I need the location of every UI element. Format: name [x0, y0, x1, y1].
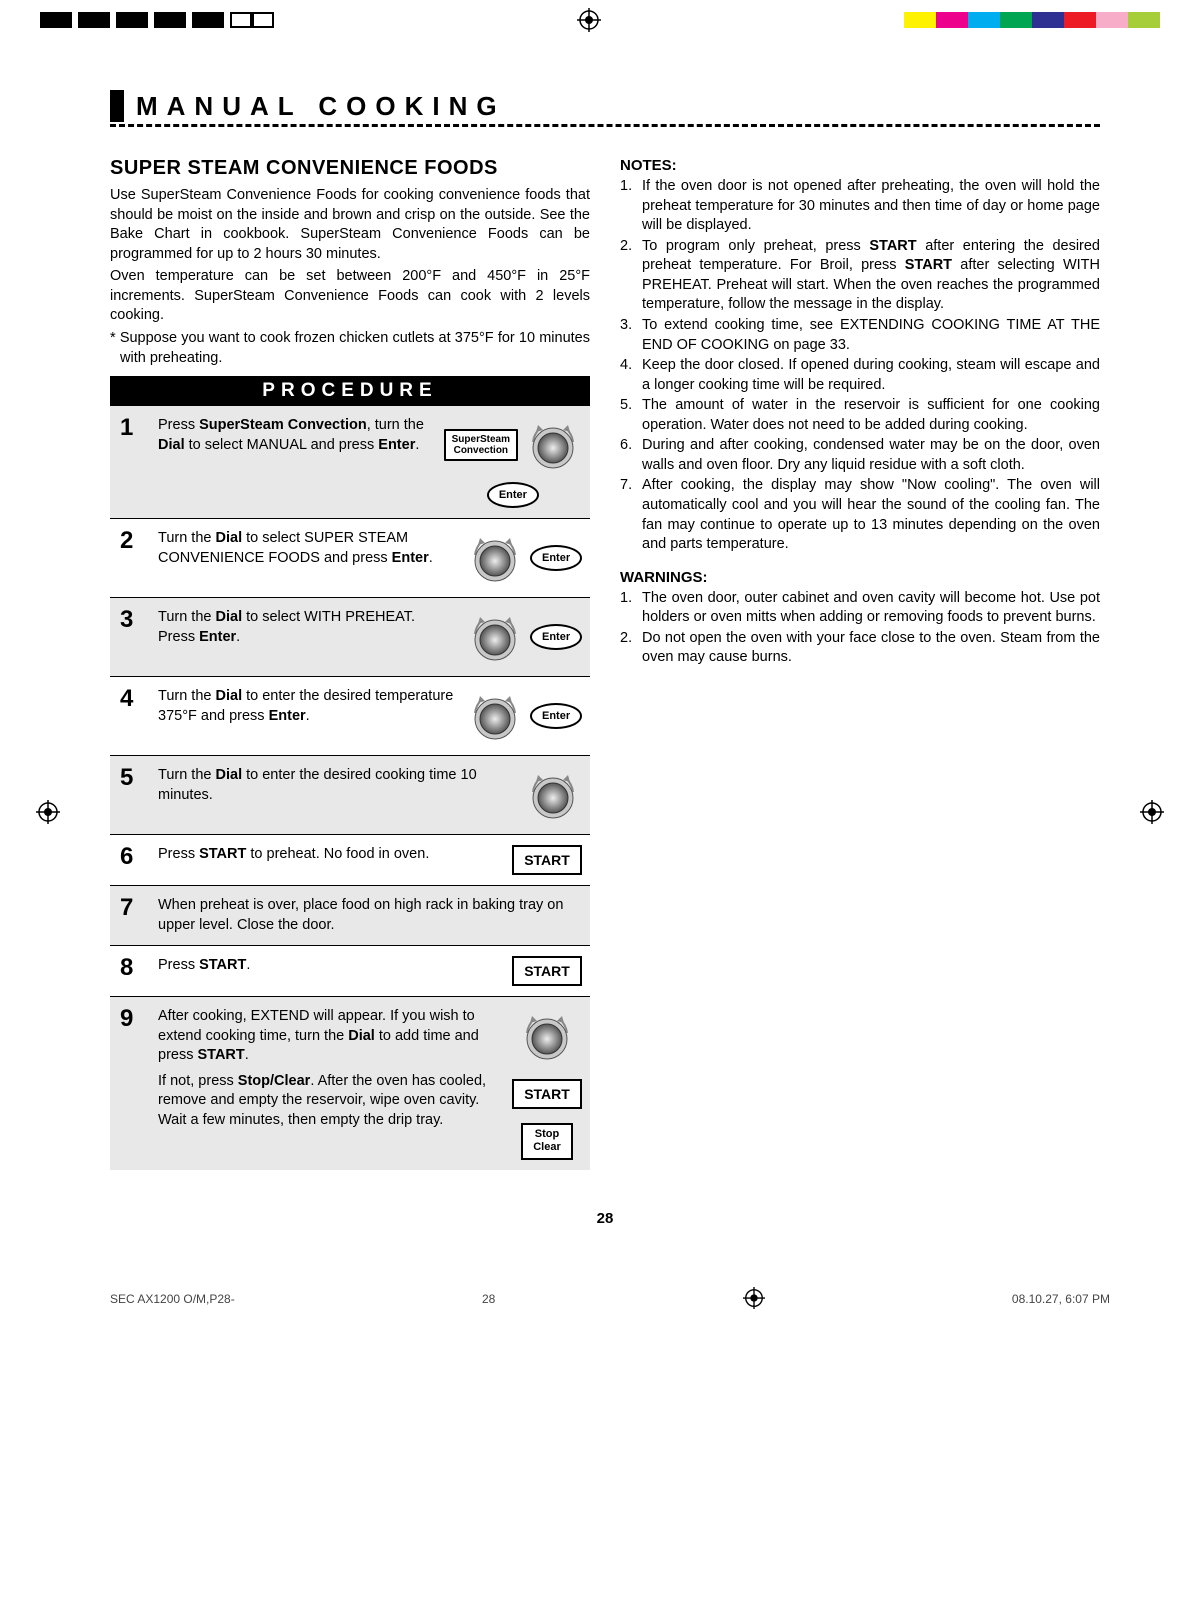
- registration-mark-icon: [577, 8, 601, 32]
- step-number: 4: [120, 687, 148, 711]
- timestamp: 08.10.27, 6:07 PM: [1012, 1292, 1110, 1306]
- start-button-icon: START: [512, 1079, 582, 1109]
- step-text: When preheat is over, place food on high…: [158, 896, 582, 935]
- step-number: 2: [120, 529, 148, 553]
- procedure-step: 1 Press SuperSteam Convection, turn the …: [110, 406, 590, 519]
- dial-icon: [524, 766, 582, 824]
- intro-paragraph-1: Use SuperSteam Convenience Foods for coo…: [110, 186, 590, 264]
- start-button-icon: START: [512, 956, 582, 986]
- start-button-icon: START: [512, 845, 582, 875]
- section-title: MANUAL COOKING: [136, 91, 506, 122]
- note-item: Keep the door closed. If opened during c…: [620, 356, 1100, 395]
- dial-icon: [524, 416, 582, 474]
- doc-id: SEC AX1200 O/M,P28-: [110, 1292, 235, 1306]
- right-blocks: [904, 12, 1160, 28]
- warnings-heading: WARNINGS:: [620, 569, 1100, 586]
- step-text: Press START.: [158, 956, 502, 976]
- procedure-step: 9 After cooking, EXTEND will appear. If …: [110, 997, 590, 1169]
- warning-item: Do not open the oven with your face clos…: [620, 629, 1100, 668]
- procedure-step: 7 When preheat is over, place food on hi…: [110, 886, 590, 946]
- procedure-step: 8 Press START. START: [110, 946, 590, 997]
- step-text: After cooking, EXTEND will appear. If yo…: [158, 1007, 502, 1130]
- step-text: Press SuperSteam Convection, turn the Di…: [158, 416, 434, 455]
- procedure-step: 5 Turn the Dial to enter the desired coo…: [110, 756, 590, 835]
- procedure-step: 2 Turn the Dial to select SUPER STEAM CO…: [110, 519, 590, 598]
- procedure-step: 6 Press START to preheat. No food in ove…: [110, 835, 590, 886]
- section-tab-icon: [110, 90, 124, 122]
- notes-heading: NOTES:: [620, 157, 1100, 174]
- procedure-step: 3 Turn the Dial to select WITH PREHEAT. …: [110, 598, 590, 677]
- intro-paragraph-2: Oven temperature can be set between 200°…: [110, 267, 590, 326]
- registration-mark-bottom-icon: [743, 1287, 765, 1312]
- procedure-step: 4 Turn the Dial to enter the desired tem…: [110, 677, 590, 756]
- subsection-title: SUPER STEAM CONVENIENCE FOODS: [110, 157, 590, 180]
- registration-mark-left-icon: [36, 800, 60, 827]
- step-text: Turn the Dial to enter the desired tempe…: [158, 687, 456, 726]
- step-number: 1: [120, 416, 148, 440]
- note-item: The amount of water in the reservoir is …: [620, 396, 1100, 435]
- note-item: After cooking, the display may show "Now…: [620, 476, 1100, 554]
- dial-icon: [466, 608, 524, 666]
- warnings-list: The oven door, outer cabinet and oven ca…: [620, 589, 1100, 668]
- stop-clear-button-icon: Stop Clear: [521, 1123, 573, 1159]
- enter-button-icon: Enter: [530, 624, 582, 650]
- warning-item: The oven door, outer cabinet and oven ca…: [620, 589, 1100, 628]
- dial-icon: [466, 687, 524, 745]
- left-blocks: [40, 12, 274, 28]
- section-header: MANUAL COOKING: [110, 90, 1100, 127]
- step-number: 9: [120, 1007, 148, 1031]
- enter-button-icon: Enter: [530, 703, 582, 729]
- step-text: Turn the Dial to enter the desired cooki…: [158, 766, 514, 805]
- example-supposition: * Suppose you want to cook frozen chicke…: [110, 329, 590, 368]
- printer-color-bar: [0, 0, 1200, 40]
- dial-icon: [466, 529, 524, 587]
- notes-list: If the oven door is not opened after pre…: [620, 177, 1100, 555]
- footer-page: 28: [482, 1292, 495, 1306]
- step-number: 3: [120, 608, 148, 632]
- page-number: 28: [110, 1210, 1100, 1227]
- step-number: 7: [120, 896, 148, 920]
- enter-button-icon: Enter: [530, 545, 582, 571]
- note-item: During and after cooking, condensed wate…: [620, 436, 1100, 475]
- print-footer: SEC AX1200 O/M,P28- 28 08.10.27, 6:07 PM: [0, 1247, 1200, 1342]
- step-number: 6: [120, 845, 148, 869]
- supersteam-button-icon: SuperSteam Convection: [444, 429, 518, 461]
- step-text: Turn the Dial to select WITH PREHEAT. Pr…: [158, 608, 456, 647]
- note-item: If the oven door is not opened after pre…: [620, 177, 1100, 236]
- enter-button-icon: Enter: [487, 482, 539, 508]
- procedure-header: PROCEDURE: [110, 376, 590, 406]
- registration-mark-right-icon: [1140, 800, 1164, 827]
- note-item: To program only preheat, press START aft…: [620, 237, 1100, 315]
- note-item: To extend cooking time, see EXTENDING CO…: [620, 316, 1100, 355]
- step-number: 5: [120, 766, 148, 790]
- step-text: Turn the Dial to select SUPER STEAM CONV…: [158, 529, 456, 568]
- step-number: 8: [120, 956, 148, 980]
- step-text: Press START to preheat. No food in oven.: [158, 845, 502, 865]
- dial-icon: [518, 1007, 576, 1065]
